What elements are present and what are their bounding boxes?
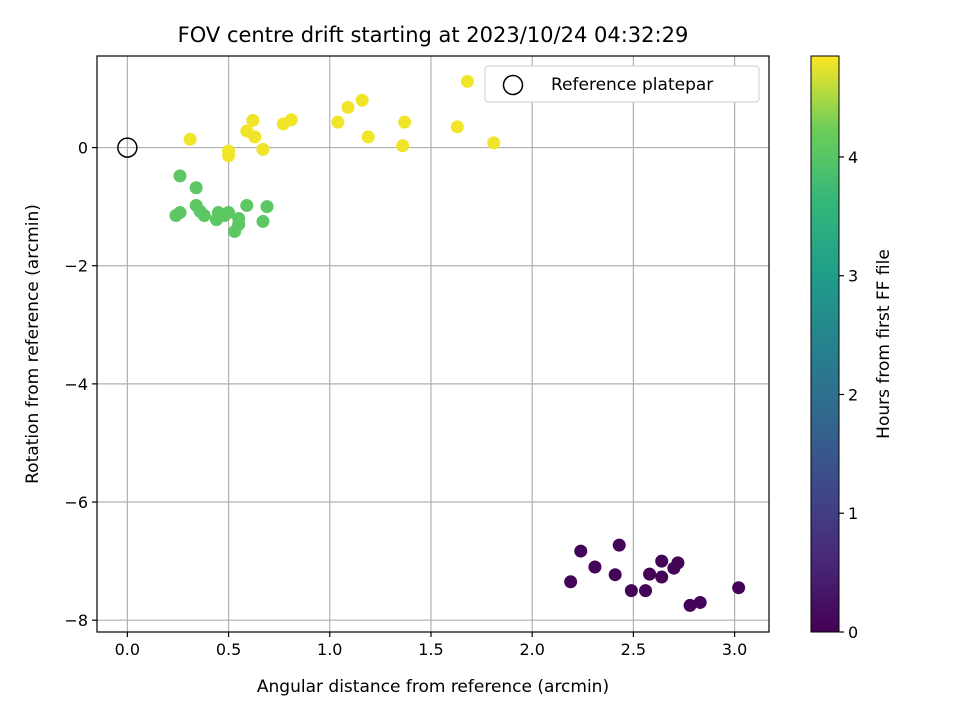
colorbar-ticks: 0 1 2 3 4 [839,148,858,642]
data-point [169,209,183,223]
data-point [732,581,746,595]
reference-platepar-marker [117,137,138,158]
data-point [232,217,246,231]
data-point [693,595,707,609]
colorbar-tick-label: 2 [848,385,858,404]
data-point [460,74,474,88]
colorbar-tick-label: 1 [848,504,858,523]
data-point [361,130,375,144]
x-tick-label: 1.5 [418,640,443,659]
data-point [639,584,653,598]
y-tick-label: −2 [64,257,88,276]
data-point [655,570,669,584]
y-tick-label: −8 [64,611,88,630]
data-point [331,115,345,129]
data-point [240,198,254,212]
data-point [189,181,203,195]
x-tick-label: 2.0 [519,640,544,659]
data-point [683,598,697,612]
y-tick-label: 0 [78,139,88,158]
x-axis-ticks: 0.0 0.5 1.0 1.5 2.0 2.5 3.0 [115,632,747,659]
x-tick-label: 1.0 [317,640,342,659]
data-point [671,556,685,570]
colorbar-gradient [810,55,840,633]
data-point [197,209,211,223]
data-point [355,93,369,107]
y-tick-label: −4 [64,375,88,394]
colorbar-tick-label: 4 [848,148,858,167]
y-axis-ticks: 0 −2 −4 −6 −8 [64,139,97,630]
colorbar-tick-label: 3 [848,267,858,286]
data-point [643,567,657,581]
grid [97,56,769,632]
plot-frame [96,55,770,633]
data-point [248,130,262,144]
legend-box [484,65,760,103]
x-axis-label: Angular distance from reference (arcmin) [257,677,609,697]
data-point [256,214,270,228]
data-point [341,100,355,114]
data-point [284,113,298,127]
data-point [396,139,410,153]
data-point [588,560,602,574]
data-point [624,584,638,598]
data-point [450,120,464,134]
data-point [612,538,626,552]
data-point [574,544,588,558]
data-points [169,74,746,612]
legend-label-reference: Reference platepar [551,75,713,95]
colorbar-tick-label: 0 [848,623,858,642]
x-tick-label: 0.0 [115,640,140,659]
y-axis-label: Rotation from reference (arcmin) [23,204,43,484]
y-tick-label: −6 [64,493,88,512]
x-tick-label: 0.5 [216,640,241,659]
data-point [222,149,236,163]
data-point [256,142,270,156]
data-point [655,554,669,568]
x-tick-label: 2.5 [621,640,646,659]
data-point [608,568,622,582]
chart-title: FOV centre drift starting at 2023/10/24 … [178,23,689,47]
reference-layer [117,137,138,158]
data-point [487,136,501,150]
data-point [173,169,187,183]
data-point [564,575,578,589]
data-point [246,113,260,127]
x-tick-label: 3.0 [722,640,747,659]
colorbar: 0 1 2 3 4 Hours from first FF file [810,55,894,642]
legend: Reference platepar [484,65,760,103]
colorbar-label: Hours from first FF file [874,249,894,439]
data-point [222,206,236,220]
data-point [260,200,274,214]
data-point [183,132,197,146]
data-point [398,115,412,129]
legend-marker-reference [502,74,524,96]
